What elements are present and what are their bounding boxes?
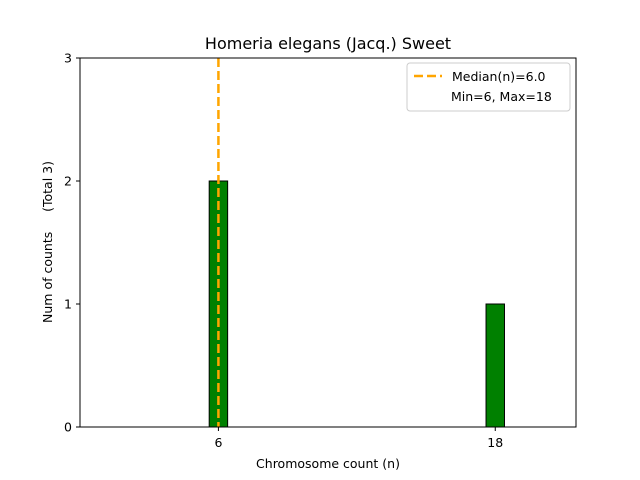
legend-box	[406, 62, 571, 112]
plot-frame	[79, 57, 577, 428]
y-tick-label: 3	[64, 51, 72, 66]
y-tick-label: 2	[64, 174, 72, 189]
x-axis-ticks: 6 18	[214, 427, 503, 450]
chart-title: Homeria elegans (Jacq.) Sweet	[205, 34, 451, 53]
y-axis-label: Num of counts (Total 3)	[40, 161, 55, 323]
legend-minmax-label: Min=6, Max=18	[451, 89, 552, 104]
y-tick-label: 1	[64, 297, 72, 312]
x-tick-label: 18	[487, 435, 503, 450]
legend-median-label: Median(n)=6.0	[452, 69, 546, 84]
bar-18	[485, 303, 505, 428]
legend: Median(n)=6.0 Min=6, Max=18	[406, 62, 571, 112]
y-tick-label: 0	[64, 420, 72, 435]
x-axis-label: Chromosome count (n)	[256, 456, 400, 471]
bars-layer	[208, 180, 505, 428]
x-tick-label: 6	[214, 435, 222, 450]
y-axis-ticks: 0 1 2 3	[64, 51, 80, 435]
